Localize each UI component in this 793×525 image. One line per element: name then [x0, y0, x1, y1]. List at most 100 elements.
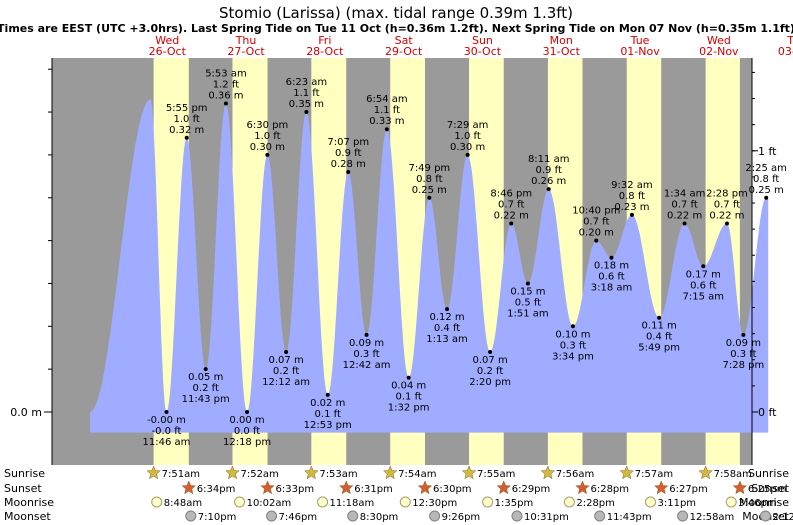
moonset-icon [759, 510, 771, 522]
left-axis-label: 0.0 m [10, 406, 42, 419]
tide-label: 0.7 ft [671, 199, 697, 210]
sunrise-time: 7:52am [240, 469, 278, 480]
tide-label: 0.28 m [331, 159, 366, 170]
moonrise-time: 11:18am [330, 498, 375, 509]
tide-label: 0.07 m [473, 355, 508, 366]
tide-label: 3:18 am [591, 283, 633, 294]
tide-label: 0.22 m [667, 210, 702, 221]
day-name: Tue [630, 34, 650, 47]
tide-point [346, 170, 351, 175]
day-date: 27-Oct [227, 45, 265, 58]
tide-label: 0.4 ft [434, 323, 460, 334]
row-label-left: Moonrise [4, 496, 54, 509]
day-date: 28-Oct [306, 45, 344, 58]
day-date: 26-Oct [149, 45, 187, 58]
tide-label: 0.22 m [494, 210, 529, 221]
day-date: 03-Nov [778, 45, 793, 58]
sunset-time: 6:25pm [748, 484, 787, 495]
moonset-icon [429, 510, 441, 522]
tide-label: 0.09 m [349, 338, 384, 349]
chart-subtitle: Times are EEST (UTC +3.0hrs). Last Sprin… [0, 22, 793, 35]
tide-label: 6:23 am [286, 77, 328, 88]
tide-label: 0.33 m [369, 116, 404, 127]
tide-label: 0.25 m [412, 185, 447, 196]
right-axis-label: 0 ft [758, 406, 777, 419]
tide-area [90, 99, 769, 433]
moonrise-time: 10:02am [247, 498, 292, 509]
sunrise-icon [146, 465, 161, 480]
tide-label: 1.0 ft [454, 131, 480, 142]
day-name: Sun [472, 34, 493, 47]
sunrise-icon [304, 465, 319, 480]
tide-point [609, 255, 614, 260]
tide-label: 0.32 m [169, 125, 204, 136]
tide-label: 0.3 ft [560, 340, 586, 351]
tide-label: 0.00 m [229, 415, 264, 426]
tide-label: 1.0 ft [174, 114, 200, 125]
tide-label: 7:07 pm [327, 137, 369, 148]
tide-label: 0.30 m [450, 142, 485, 153]
tide-label: 1:32 pm [388, 403, 430, 414]
sunset-icon [181, 480, 197, 495]
sunrise-icon [540, 465, 556, 480]
sunrise-icon [461, 465, 477, 480]
tide-label: 10:40 pm [572, 206, 620, 217]
tide-point [184, 135, 189, 140]
moonset-icon [511, 510, 523, 522]
tide-label: 6:30 pm [247, 120, 289, 131]
tide-point [203, 367, 208, 372]
tide-label: 12:42 am [343, 360, 391, 371]
tide-label: 9:32 am [611, 180, 653, 191]
day-date: 31-Oct [543, 45, 581, 58]
sunrise-time: 7:56am [556, 469, 594, 480]
tide-label: 0.26 m [531, 176, 566, 187]
moonrise-icon [234, 496, 246, 508]
moonrise-icon [399, 496, 411, 508]
tide-label: 0.4 ft [646, 332, 672, 343]
tide-label: 7:29 am [447, 120, 489, 131]
tide-label: 0.11 m [642, 321, 677, 332]
sunset-time: 6:33pm [276, 484, 315, 495]
tide-point [724, 221, 729, 226]
moonrise-icon [317, 496, 329, 508]
sunset-time: 6:34pm [197, 484, 236, 495]
tide-point [364, 332, 369, 337]
moonset-icon [185, 510, 197, 522]
tide-point [657, 315, 662, 320]
tide-label: -0.0 ft [152, 426, 182, 437]
tide-label: 1:51 am [507, 308, 549, 319]
row-label-right: Sunset [751, 482, 789, 495]
sunrise-time: 7:54am [398, 469, 436, 480]
tide-label: 0.7 ft [583, 217, 609, 228]
tide-point [164, 410, 169, 414]
tide-label: 0.2 ft [193, 383, 219, 394]
tide-label: 12:53 pm [304, 420, 352, 431]
tide-label: 0.1 ft [395, 392, 421, 403]
tide-label: 7:15 am [682, 291, 724, 302]
day-name: Wed [707, 34, 731, 47]
tide-label: 0.8 ft [416, 174, 442, 185]
tide-point [465, 152, 470, 157]
moonrise-time: 3:11pm [657, 498, 696, 509]
tide-point [764, 195, 769, 200]
tide-label: 0.17 m [686, 269, 721, 280]
tide-label: 0.09 m [726, 338, 761, 349]
moonrise-icon [482, 496, 494, 508]
row-label-right: Moonrise [739, 496, 789, 509]
tide-label: 0.10 m [555, 329, 590, 340]
moonset-time: 10:31pm [524, 512, 569, 523]
moonrise-icon [563, 496, 575, 508]
tide-label: 7:28 pm [723, 360, 765, 371]
day-name: Wed [155, 34, 179, 47]
sunset-icon [732, 480, 748, 495]
tide-point [245, 410, 250, 414]
tide-label: 5:49 pm [638, 343, 680, 354]
sunset-icon [338, 480, 354, 495]
sunrise-time: 7:58am [714, 469, 752, 480]
day-date: 01-Nov [620, 45, 660, 58]
moonrise-icon [725, 496, 737, 508]
sunset-icon [653, 480, 669, 495]
tide-point [406, 375, 411, 380]
tide-point [629, 212, 634, 217]
